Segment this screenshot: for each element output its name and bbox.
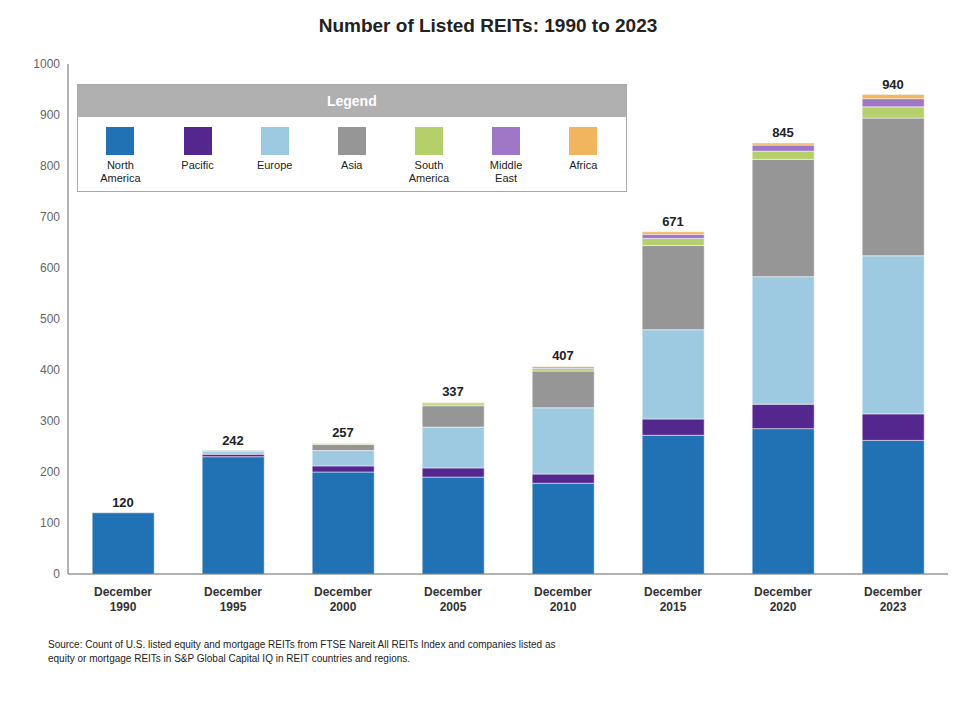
html-text:Source: Count of U.S. listed e: Source: Count of U.S. listed equity and … [48, 639, 556, 664]
svg-text:940: 940 [882, 77, 904, 92]
svg-text:242: 242 [222, 433, 244, 448]
svg-text:December2020: December2020 [754, 585, 812, 614]
svg-text:845: 845 [772, 125, 794, 140]
svg-text:671: 671 [662, 214, 684, 229]
svg-text:December2023: December2023 [864, 585, 922, 614]
svg-text:December2015: December2015 [644, 585, 702, 614]
svg-text:December1995: December1995 [204, 585, 262, 614]
svg-text:337: 337 [442, 384, 464, 399]
html-text:Legend: Legend [326, 93, 377, 110]
svg-text:December2000: December2000 [314, 585, 372, 614]
html-text:Asia: Asia [341, 159, 363, 172]
html-text:Number of Listed REITs: 1990 t: Number of Listed REITs: 1990 to 2023 [318, 15, 658, 36]
html-text:Pacific: Pacific [181, 159, 214, 172]
svg-text:December2005: December2005 [424, 585, 482, 614]
svg-text:0: 0 [53, 567, 60, 581]
svg-text:200: 200 [40, 465, 60, 479]
svg-text:600: 600 [40, 261, 60, 275]
html-text:South America: South America [408, 159, 450, 185]
svg-text:407: 407 [552, 348, 574, 363]
svg-text:400: 400 [40, 363, 60, 377]
html-text:Europe: Europe [256, 159, 293, 172]
svg-text:300: 300 [40, 414, 60, 428]
svg-text:257: 257 [332, 425, 354, 440]
svg-text:100: 100 [40, 516, 60, 530]
svg-text:120: 120 [112, 495, 134, 510]
svg-text:800: 800 [40, 159, 60, 173]
html-text:Middle East: Middle East [489, 159, 523, 185]
svg-text:900: 900 [40, 108, 60, 122]
svg-text:December1990: December1990 [94, 585, 152, 614]
svg-text:December2010: December2010 [534, 585, 592, 614]
svg-text:1000: 1000 [33, 57, 60, 71]
html-text:Africa: Africa [569, 159, 598, 172]
svg-text:500: 500 [40, 312, 60, 326]
svg-text:700: 700 [40, 210, 60, 224]
html-text:North America: North America [100, 159, 141, 185]
